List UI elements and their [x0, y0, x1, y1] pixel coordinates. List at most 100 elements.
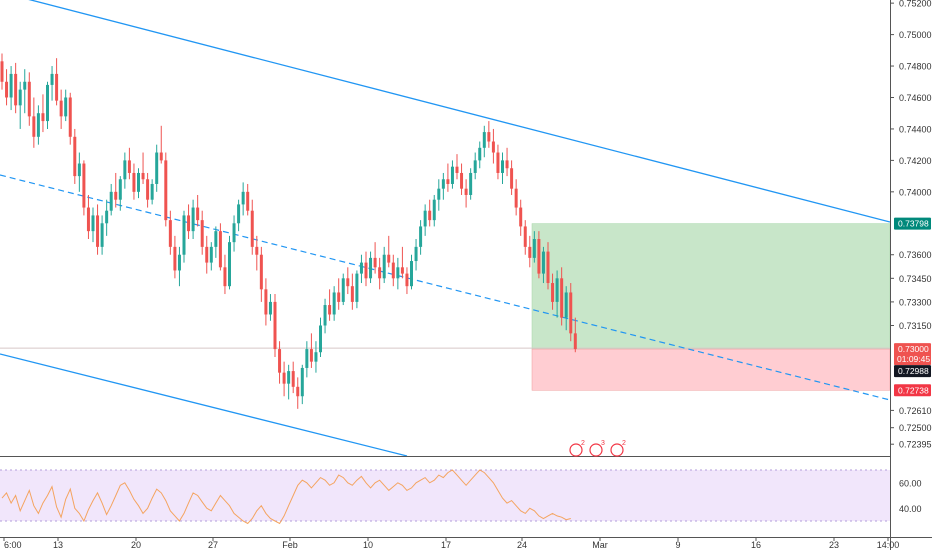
candle-body	[473, 160, 477, 173]
event-count: 2	[581, 440, 585, 447]
current-price-badge[interactable]	[894, 343, 931, 366]
time-axis-label: Mar	[592, 540, 608, 550]
candle-body	[332, 292, 336, 315]
event-circle-icon[interactable]	[610, 443, 624, 457]
candle-body	[100, 223, 104, 247]
time-axis-label: 10	[363, 540, 373, 550]
channel-mid-line[interactable]	[0, 174, 891, 401]
candle-body	[105, 210, 109, 224]
price-tick-label: 0.73150	[899, 321, 932, 331]
rsi-band	[0, 470, 890, 521]
candle-body	[64, 97, 68, 117]
event-circle-icon[interactable]	[589, 443, 603, 457]
candle-body	[91, 215, 95, 232]
candle-body	[555, 278, 559, 302]
price-tick-label: 0.74000	[899, 187, 932, 197]
candle-body	[50, 73, 54, 85]
candle-body	[132, 172, 136, 192]
time-axis-label: Feb	[282, 540, 298, 550]
candle-body	[205, 246, 209, 263]
candle-body	[259, 254, 263, 290]
price-tick-label: 0.75200	[899, 0, 932, 9]
candle-body	[255, 246, 259, 255]
price-tick-label: 0.73300	[899, 297, 932, 307]
candle-body	[200, 220, 204, 247]
candle-body	[77, 163, 81, 177]
candle-body	[551, 283, 555, 302]
candle-body	[223, 267, 227, 287]
price-tick-label: 0.74600	[899, 93, 932, 103]
candle-body	[250, 210, 254, 247]
candle-body	[400, 267, 404, 274]
channel-lower-line[interactable]	[0, 353, 408, 457]
candle-body	[173, 246, 177, 271]
candle-body	[68, 97, 72, 137]
candle-body	[501, 160, 504, 173]
candle-body	[305, 349, 309, 368]
candle-body	[482, 132, 486, 148]
entry-price-badge[interactable]	[894, 365, 931, 378]
time-axis-label: 24	[517, 540, 527, 550]
candle-body	[9, 73, 13, 98]
candle-body	[382, 254, 386, 279]
current-price-badge-text: 0.73000	[898, 344, 929, 354]
time-axis-label: 20	[131, 540, 141, 550]
candle-body	[519, 207, 523, 227]
rsi-line[interactable]	[1, 469, 571, 525]
stop-price-badge[interactable]	[894, 384, 931, 397]
candle-body	[532, 239, 536, 258]
candle-body	[268, 301, 272, 315]
target-price-badge[interactable]	[894, 217, 931, 230]
time-axis-label: 16	[751, 540, 761, 550]
candle-body	[150, 183, 154, 200]
candle-body	[164, 160, 168, 221]
candle-body	[96, 215, 100, 247]
candle-body	[314, 352, 318, 362]
candle-body	[396, 267, 400, 279]
current-price-badge-countdown: 01:09:45	[897, 354, 930, 364]
candle-body	[23, 81, 27, 90]
candle-body	[73, 136, 77, 177]
candle-body	[410, 261, 413, 287]
candle-body	[341, 278, 345, 302]
candle-body	[146, 179, 150, 200]
time-axis-label: 17	[441, 540, 451, 550]
candle-body	[355, 273, 359, 302]
candle-body	[300, 367, 304, 397]
candle-body	[478, 147, 482, 161]
candle-body	[309, 349, 313, 362]
candle-body	[282, 372, 286, 384]
channel-upper-line[interactable]	[0, 0, 891, 223]
candle-body	[359, 262, 363, 274]
candle-body	[441, 179, 445, 189]
candle-body	[514, 188, 518, 208]
candle-body	[464, 188, 468, 195]
candle-body	[546, 251, 550, 284]
event-circle-icon[interactable]	[569, 443, 583, 457]
candle-body	[564, 292, 568, 318]
profit-zone[interactable]	[531, 223, 891, 350]
price-tick-label: 0.72500	[899, 423, 932, 433]
target-price-badge-text: 0.73798	[898, 219, 929, 229]
candle-body	[127, 160, 131, 173]
candle-body	[168, 220, 172, 247]
candle-body	[541, 251, 545, 274]
time-axis-label: 6:00	[4, 540, 22, 550]
candle-body	[469, 172, 473, 195]
candle-body	[414, 246, 418, 262]
candle-body	[264, 289, 268, 315]
candle-body	[419, 226, 423, 247]
candle-body	[373, 257, 377, 268]
candle-body	[118, 179, 122, 200]
candle-body	[114, 191, 118, 200]
loss-zone[interactable]	[531, 348, 891, 391]
candle-body	[123, 160, 127, 180]
candle-body	[237, 204, 241, 224]
candle-body	[27, 81, 31, 117]
candle-body	[496, 152, 500, 173]
candle-body	[177, 254, 181, 271]
economic-events-icon[interactable]: 2 3 2	[569, 440, 626, 457]
candle-body	[455, 166, 459, 173]
